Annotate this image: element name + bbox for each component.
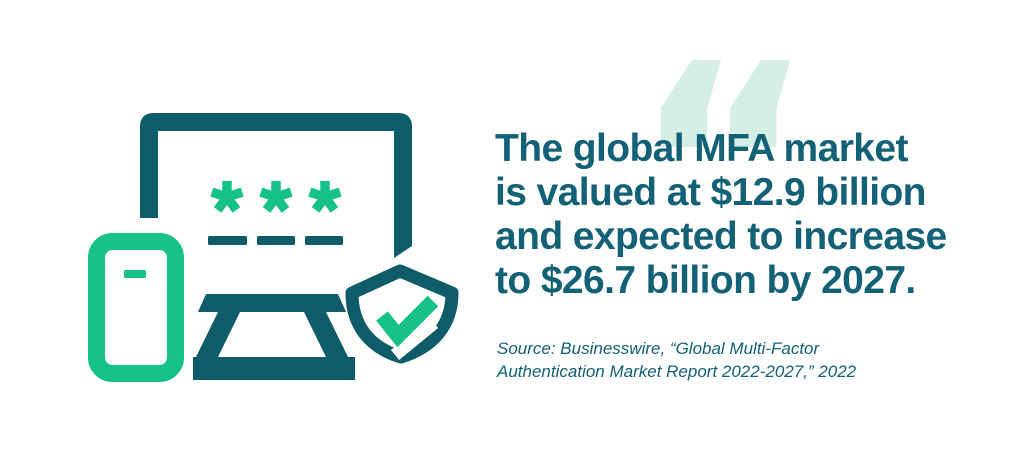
monitor-stand-icon [193,294,355,380]
shield-outline-gap [390,317,439,361]
source-citation: Source: Businesswire, “Global Multi-Fact… [497,337,856,383]
checkmark-icon [376,295,439,348]
mfa-devices-illustration [88,113,459,382]
quote-line: is valued at $12.9 billion [495,171,927,214]
source-line: Authentication Market Report 2022-2027,”… [497,362,857,381]
quote-mark-icon: “ [632,5,816,331]
quote-line: to $26.7 billion by 2027. [495,259,916,302]
quote-line: The global MFA market [495,127,908,170]
monitor-icon [140,113,412,258]
quote-text: The global MFA market is valued at $12.9… [495,127,947,303]
shield-check-icon [345,264,459,364]
password-dashes-icon [208,236,343,245]
source-line: Source: Businesswire, “Global Multi-Fact… [497,339,820,358]
password-asterisks-icon [210,181,342,213]
phone-screen-dash [124,270,146,278]
phone-icon [88,233,184,382]
quote-line: and expected to increase [495,215,947,258]
